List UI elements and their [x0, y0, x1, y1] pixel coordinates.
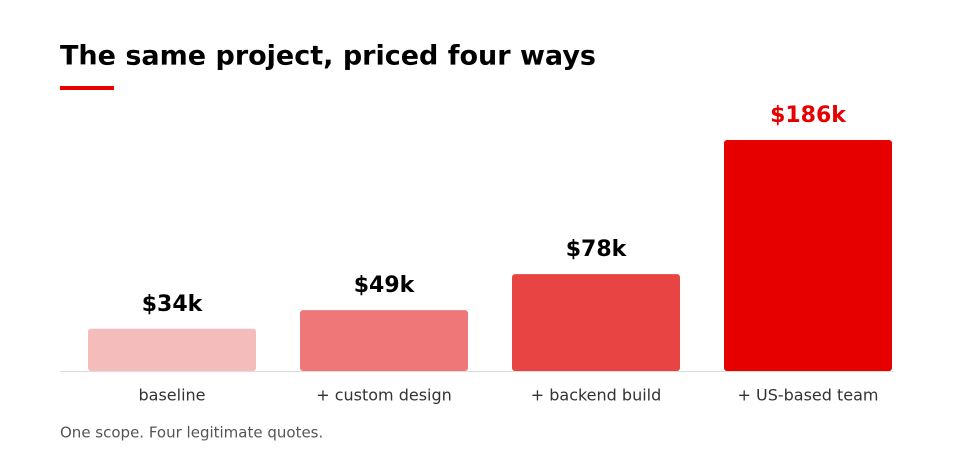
x-tick-label: + backend build [531, 386, 662, 405]
title-underline [60, 86, 114, 90]
bar [300, 310, 468, 371]
value-label: $78k [566, 237, 628, 262]
value-label: $186k [770, 103, 847, 128]
bar [88, 328, 256, 371]
bar [512, 274, 680, 371]
caption: One scope. Four legitimate quotes. [60, 424, 323, 442]
chart-title: The same project, priced four ways [60, 41, 596, 72]
x-tick-label: baseline [138, 386, 205, 405]
x-tick-label: + US-based team [737, 386, 878, 405]
bar [724, 140, 892, 371]
x-tick-label: + custom design [316, 386, 452, 405]
value-label: $34k [142, 292, 204, 317]
value-label: $49k [354, 273, 416, 298]
